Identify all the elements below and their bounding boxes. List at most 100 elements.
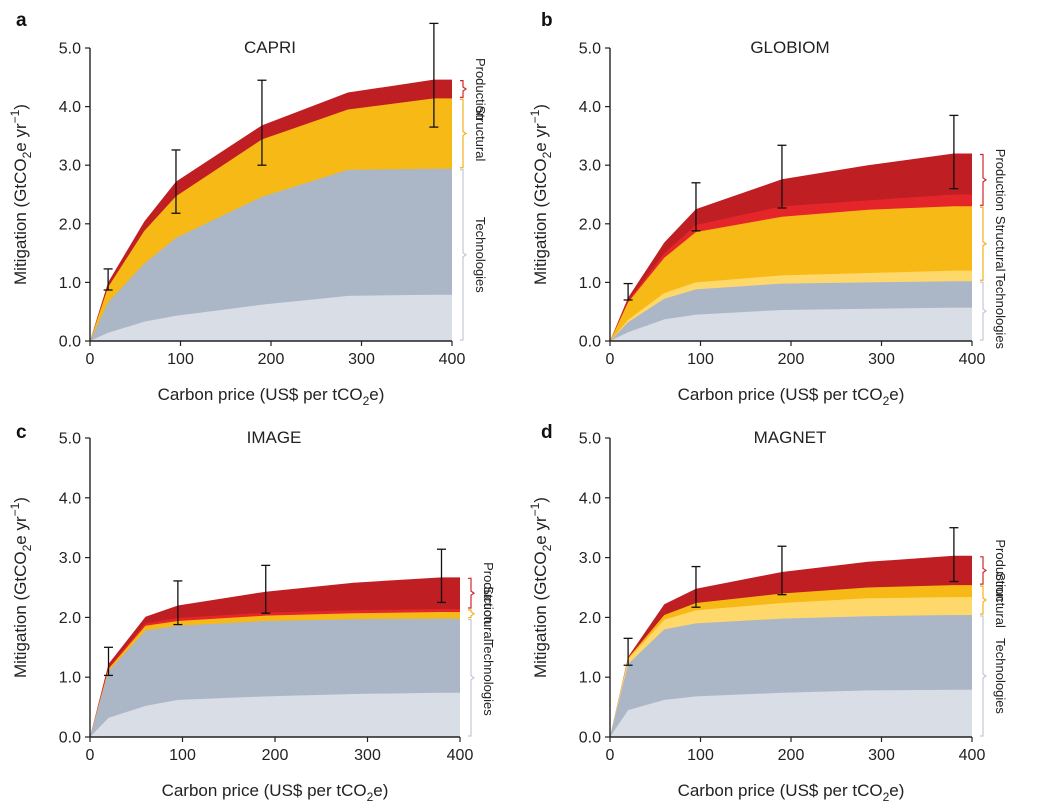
bracket-structural: Structural [980, 206, 1008, 281]
x-tick-label: 400 [959, 351, 986, 368]
y-tick-label: 1.0 [579, 275, 601, 292]
error-bar [104, 646, 113, 677]
x-axis-label: Carbon price (US$ per tCO2e) [158, 385, 385, 408]
bracket-label: Structural [993, 572, 1008, 628]
error-bar [623, 637, 633, 666]
bracket-structural: Structural [980, 572, 1008, 628]
y-tick-label: 3.0 [579, 550, 601, 567]
bracket-label: Technologies [473, 217, 488, 293]
x-axis-label: Carbon price (US$ per tCO2e) [162, 781, 389, 804]
x-tick-label: 200 [778, 351, 805, 368]
x-tick-label: 0 [86, 351, 95, 368]
y-axis-label: Mitigation (GtCO2e yr−1) [528, 497, 554, 678]
y-tick-label: 0.0 [59, 730, 81, 747]
panel-title: CAPRI [244, 38, 296, 57]
y-axis-label: Mitigation (GtCO2e yr−1) [8, 497, 34, 678]
bracket-production: Production [460, 58, 488, 120]
y-tick-label: 1.0 [579, 670, 601, 687]
bracket-technologies: Technologies [980, 273, 1008, 350]
chart-panel-c: 0 100 200 300 400 0.0 1.0 2.0 3.0 4.0 5.0 Productio… [8, 422, 496, 804]
panel-letter: b [541, 10, 553, 31]
y-tick-label: 2.0 [579, 216, 601, 233]
bracket-structural: Structural [468, 586, 496, 642]
x-tick-label: 100 [687, 351, 714, 368]
panel-letter: c [16, 422, 27, 443]
x-tick-label: 100 [167, 351, 194, 368]
x-tick-label: 300 [868, 351, 895, 368]
error-bar [623, 282, 633, 301]
y-tick-label: 0.0 [579, 334, 601, 351]
x-tick-label: 200 [258, 351, 285, 368]
error-bar [257, 79, 267, 166]
panel-letter: a [16, 10, 27, 31]
panel-title: GLOBIOM [750, 38, 829, 57]
y-tick-label: 2.0 [579, 610, 601, 627]
x-tick-label: 300 [348, 351, 375, 368]
x-tick-label: 300 [868, 747, 895, 764]
x-tick-label: 0 [86, 747, 95, 764]
chart-panel-d: 0 100 200 300 400 0.0 1.0 2.0 3.0 4.0 5.0 Productio… [528, 422, 1008, 804]
error-bar [691, 565, 701, 608]
bracket-label: Production [993, 149, 1008, 211]
area-band-0 [610, 307, 972, 341]
area-band-0 [90, 692, 460, 737]
area-layers [610, 153, 972, 341]
error-bar [777, 144, 787, 209]
area-layers [90, 79, 452, 342]
bracket-technologies: Technologies [468, 618, 496, 737]
bracket-technologies: Technologies [980, 615, 1008, 737]
bracket-label: Production [473, 58, 488, 120]
error-bar [171, 149, 181, 214]
x-axis-label: Carbon price (US$ per tCO2e) [678, 385, 905, 408]
y-tick-label: 0.0 [579, 730, 601, 747]
y-axis-label: Mitigation (GtCO2e yr−1) [8, 104, 34, 285]
error-bar [429, 22, 439, 128]
y-tick-label: 3.0 [579, 158, 601, 175]
error-bar [261, 564, 271, 614]
y-tick-label: 2.0 [59, 610, 81, 627]
bracket-label: Production [993, 539, 1008, 601]
bracket-label: Technologies [993, 638, 1008, 714]
bracket-production: Production [980, 539, 1008, 602]
y-axis-label: Mitigation (GtCO2e yr−1) [528, 104, 554, 285]
y-tick-label: 3.0 [59, 158, 81, 175]
bracket-label: Structural [473, 106, 488, 162]
error-bar [949, 527, 959, 583]
y-tick-label: 4.0 [59, 490, 81, 507]
y-tick-label: 1.0 [59, 670, 81, 687]
error-bar [949, 114, 959, 190]
x-tick-label: 100 [687, 747, 714, 764]
x-tick-label: 200 [778, 747, 805, 764]
y-tick-label: 5.0 [59, 431, 81, 448]
chart-panel-a: 0 100 200 300 400 0.0 1.0 2.0 3.0 4.0 5.0 Productio… [8, 10, 488, 408]
y-tick-label: 5.0 [579, 431, 601, 448]
y-tick-label: 2.0 [59, 216, 81, 233]
bracket-label: Production [481, 562, 496, 624]
x-tick-label: 300 [354, 747, 381, 764]
x-tick-label: 200 [262, 747, 289, 764]
bracket-production: Production [980, 149, 1008, 211]
bracket-structural: Structural [460, 98, 488, 169]
y-tick-label: 5.0 [579, 41, 601, 58]
x-tick-label: 400 [447, 747, 474, 764]
bracket-production: Production [468, 562, 496, 624]
panel-letter: d [541, 422, 553, 443]
area-layers [610, 555, 972, 737]
y-tick-label: 1.0 [59, 275, 81, 292]
area-band-0 [90, 294, 452, 341]
panel-title: IMAGE [247, 428, 302, 447]
bracket-label: Structural [993, 216, 1008, 272]
x-tick-label: 100 [169, 747, 196, 764]
area-layers [90, 577, 460, 737]
bracket-label: Structural [481, 586, 496, 642]
area-band-0 [610, 689, 972, 737]
y-tick-label: 5.0 [59, 41, 81, 58]
error-bar [691, 182, 701, 232]
error-bar [103, 268, 113, 291]
y-tick-label: 0.0 [59, 334, 81, 351]
bracket-label: Technologies [993, 273, 1008, 349]
x-tick-label: 400 [959, 747, 986, 764]
x-tick-label: 0 [606, 747, 615, 764]
y-tick-label: 3.0 [59, 550, 81, 567]
